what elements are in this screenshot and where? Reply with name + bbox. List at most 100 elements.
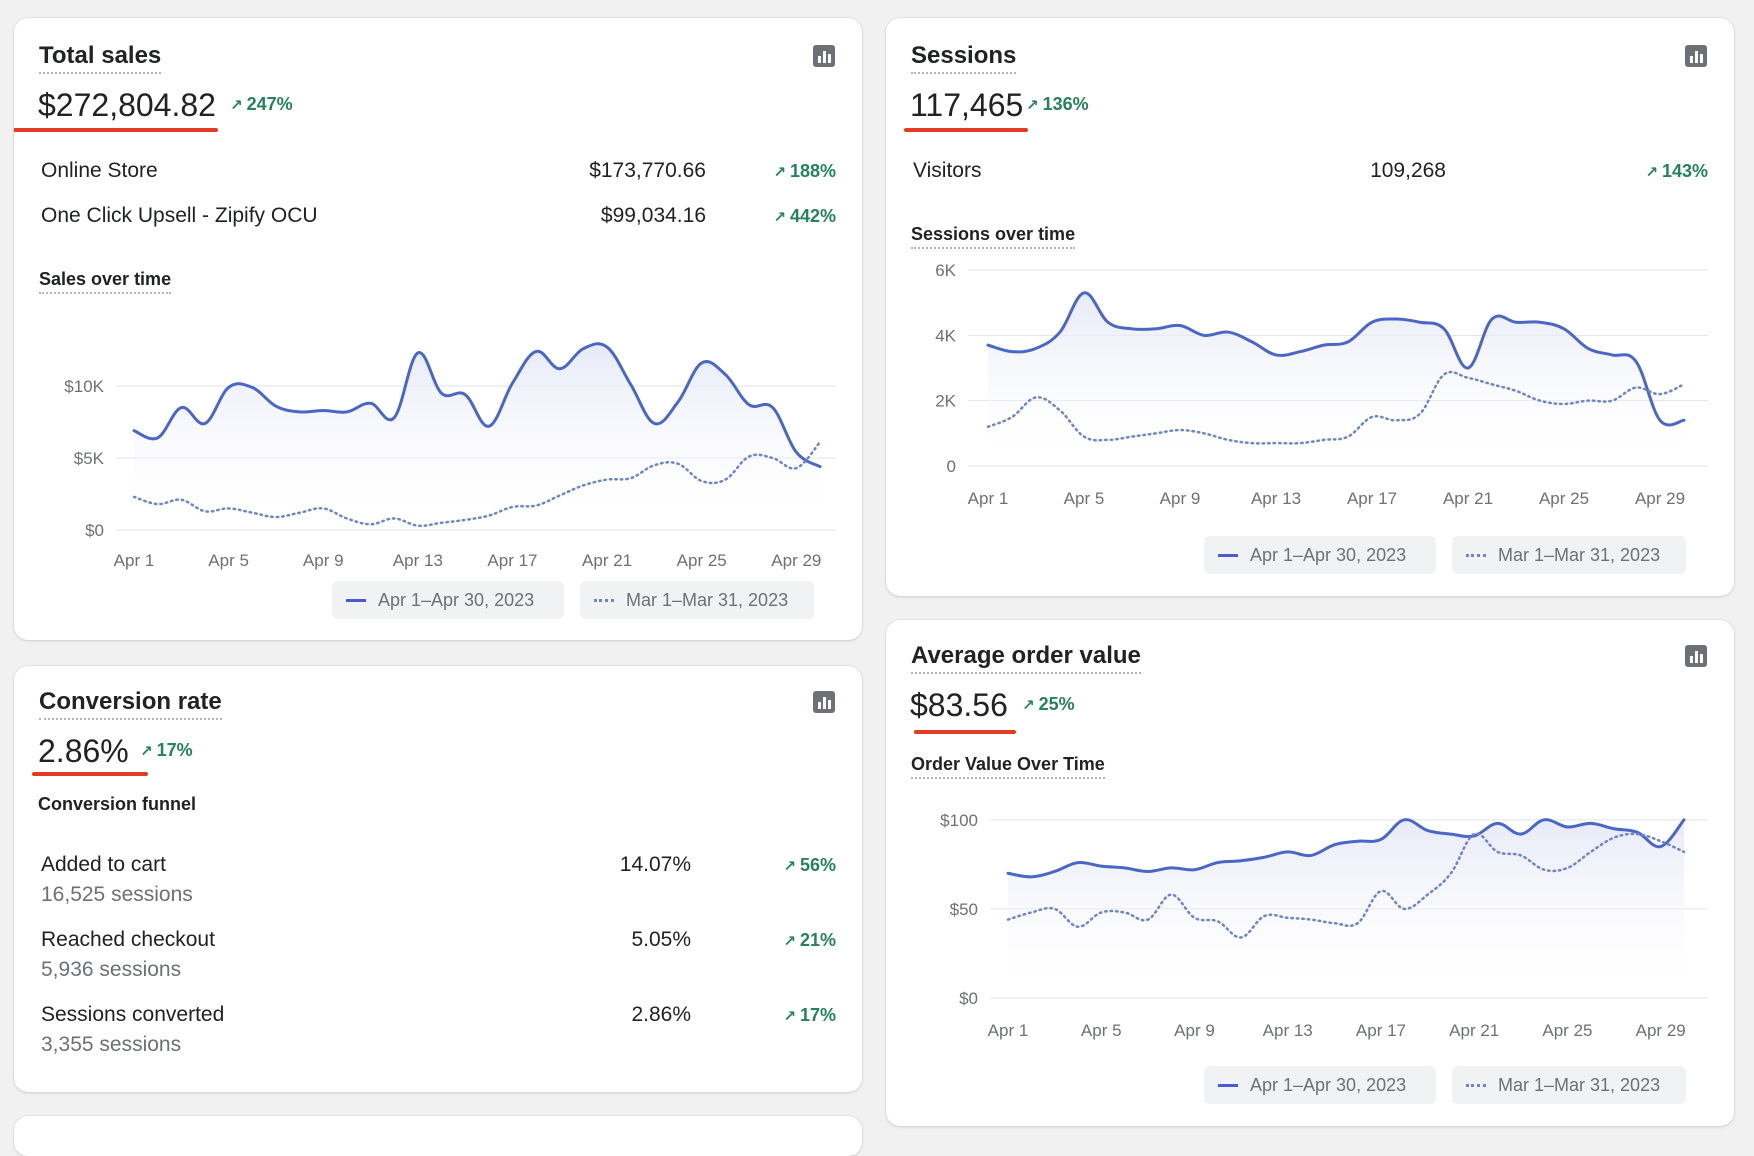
arrow-up-right-icon: ↗ — [783, 857, 796, 875]
x-tick-label: Apr 5 — [208, 551, 249, 570]
highlight-underline — [914, 730, 1016, 734]
y-tick-label: $100 — [940, 811, 978, 830]
x-tick-label: Apr 17 — [487, 551, 537, 570]
sessions-row-label: Visitors — [913, 159, 981, 183]
bar-chart-icon[interactable] — [813, 45, 835, 67]
funnel-step-label: Sessions converted — [41, 1003, 224, 1027]
funnel-step-delta: ↗17% — [783, 1005, 836, 1026]
bar-chart-icon[interactable] — [1685, 45, 1707, 67]
delta-text: 21% — [800, 930, 836, 950]
delta-text: 17% — [800, 1005, 836, 1025]
sessions-card: Sessions 117,465 ↗136% Visitors 109,268 … — [886, 18, 1734, 596]
conversion-value: 2.86% — [38, 732, 129, 770]
delta-text: 25% — [1039, 694, 1075, 714]
conversion-title[interactable]: Conversion rate — [39, 688, 222, 720]
aov-title[interactable]: Average order value — [911, 642, 1141, 674]
funnel-step-delta: ↗56% — [783, 855, 836, 876]
sales-row-value: $173,770.66 — [514, 159, 706, 183]
legend-label: Mar 1–Mar 31, 2023 — [626, 590, 788, 611]
arrow-up-right-icon: ↗ — [1022, 696, 1035, 714]
aov-delta: ↗25% — [1022, 694, 1075, 715]
total-sales-card: Total sales $272,804.82 ↗247% Online Sto… — [14, 18, 862, 640]
funnel-step-value: 5.05% — [514, 928, 691, 952]
legend-current[interactable]: Apr 1–Apr 30, 2023 — [332, 581, 564, 619]
sales-chart-title[interactable]: Sales over time — [39, 269, 171, 294]
x-tick-label: Apr 13 — [1263, 1021, 1313, 1040]
legend-label: Mar 1–Mar 31, 2023 — [1498, 1075, 1660, 1096]
average-order-value-card: Average order value $83.56 ↗25% Order Va… — [886, 620, 1734, 1126]
x-tick-label: Apr 9 — [1174, 1021, 1215, 1040]
delta-text: 136% — [1043, 94, 1089, 114]
delta-text: 442% — [790, 206, 836, 226]
conversion-funnel-title: Conversion funnel — [38, 794, 196, 815]
bar-chart-icon[interactable] — [1685, 645, 1707, 667]
funnel-step-sessions: 16,525 sessions — [41, 883, 193, 907]
sessions-value: 117,465 — [910, 86, 1023, 124]
bar-chart-icon[interactable] — [813, 691, 835, 713]
conversion-delta: ↗17% — [140, 740, 193, 761]
dotted-line-swatch — [1466, 1084, 1486, 1087]
arrow-up-right-icon: ↗ — [783, 1007, 796, 1025]
sales-row-label: Online Store — [41, 159, 158, 183]
legend-current[interactable]: Apr 1–Apr 30, 2023 — [1204, 536, 1436, 574]
highlight-underline — [14, 128, 218, 132]
y-tick-label: 6K — [935, 261, 956, 280]
arrow-up-right-icon: ↗ — [783, 932, 796, 950]
y-tick-label: $0 — [959, 989, 978, 1008]
y-tick-label: 2K — [935, 392, 956, 411]
sales-row-value: $99,034.16 — [514, 204, 706, 228]
arrow-up-right-icon: ↗ — [1026, 96, 1039, 114]
legend-label: Mar 1–Mar 31, 2023 — [1498, 545, 1660, 566]
x-tick-label: Apr 17 — [1347, 489, 1397, 508]
x-tick-label: Apr 1 — [988, 1021, 1029, 1040]
total-sales-title[interactable]: Total sales — [39, 42, 161, 74]
x-tick-label: Apr 21 — [1449, 1021, 1499, 1040]
sessions-delta: ↗136% — [1026, 94, 1089, 115]
sales-row-label: One Click Upsell - Zipify OCU — [41, 204, 318, 228]
x-tick-label: Apr 25 — [1542, 1021, 1592, 1040]
delta-text: 143% — [1662, 161, 1708, 181]
x-tick-label: Apr 25 — [1539, 489, 1589, 508]
arrow-up-right-icon: ↗ — [140, 742, 153, 760]
arrow-up-right-icon: ↗ — [773, 208, 786, 226]
highlight-underline — [904, 128, 1028, 132]
arrow-up-right-icon: ↗ — [773, 163, 786, 181]
x-tick-label: Apr 13 — [1251, 489, 1301, 508]
total-sales-value: $272,804.82 — [38, 86, 216, 124]
x-tick-label: Apr 29 — [771, 551, 821, 570]
delta-text: 188% — [790, 161, 836, 181]
x-tick-label: Apr 5 — [1064, 489, 1105, 508]
legend-previous[interactable]: Mar 1–Mar 31, 2023 — [580, 581, 814, 619]
sessions-chart-title[interactable]: Sessions over time — [911, 224, 1075, 249]
aov-value: $83.56 — [910, 686, 1008, 724]
delta-text: 17% — [157, 740, 193, 760]
legend-previous[interactable]: Mar 1–Mar 31, 2023 — [1452, 536, 1686, 574]
y-tick-label: $5K — [74, 449, 105, 468]
sales-row-delta: ↗442% — [773, 206, 836, 227]
funnel-step-label: Reached checkout — [41, 928, 215, 952]
x-tick-label: Apr 5 — [1081, 1021, 1122, 1040]
sessions-row-value: 109,268 — [1266, 159, 1446, 183]
legend-label: Apr 1–Apr 30, 2023 — [378, 590, 534, 611]
legend-current[interactable]: Apr 1–Apr 30, 2023 — [1204, 1066, 1436, 1104]
arrow-up-right-icon: ↗ — [230, 96, 243, 114]
dotted-line-swatch — [1466, 554, 1486, 557]
y-tick-label: 0 — [947, 457, 956, 476]
aov-chart-title[interactable]: Order Value Over Time — [911, 754, 1105, 779]
y-tick-label: 4K — [935, 326, 956, 345]
series-area-fill — [1008, 820, 1684, 998]
x-tick-label: Apr 1 — [114, 551, 155, 570]
next-card-partial — [14, 1116, 862, 1156]
sessions-title[interactable]: Sessions — [911, 42, 1016, 74]
legend-label: Apr 1–Apr 30, 2023 — [1250, 545, 1406, 566]
legend-previous[interactable]: Mar 1–Mar 31, 2023 — [1452, 1066, 1686, 1104]
x-tick-label: Apr 21 — [582, 551, 632, 570]
sales-row-delta: ↗188% — [773, 161, 836, 182]
legend-label: Apr 1–Apr 30, 2023 — [1250, 1075, 1406, 1096]
series-area-fill — [134, 344, 820, 530]
x-tick-label: Apr 29 — [1635, 489, 1685, 508]
solid-line-swatch — [1218, 1084, 1238, 1087]
